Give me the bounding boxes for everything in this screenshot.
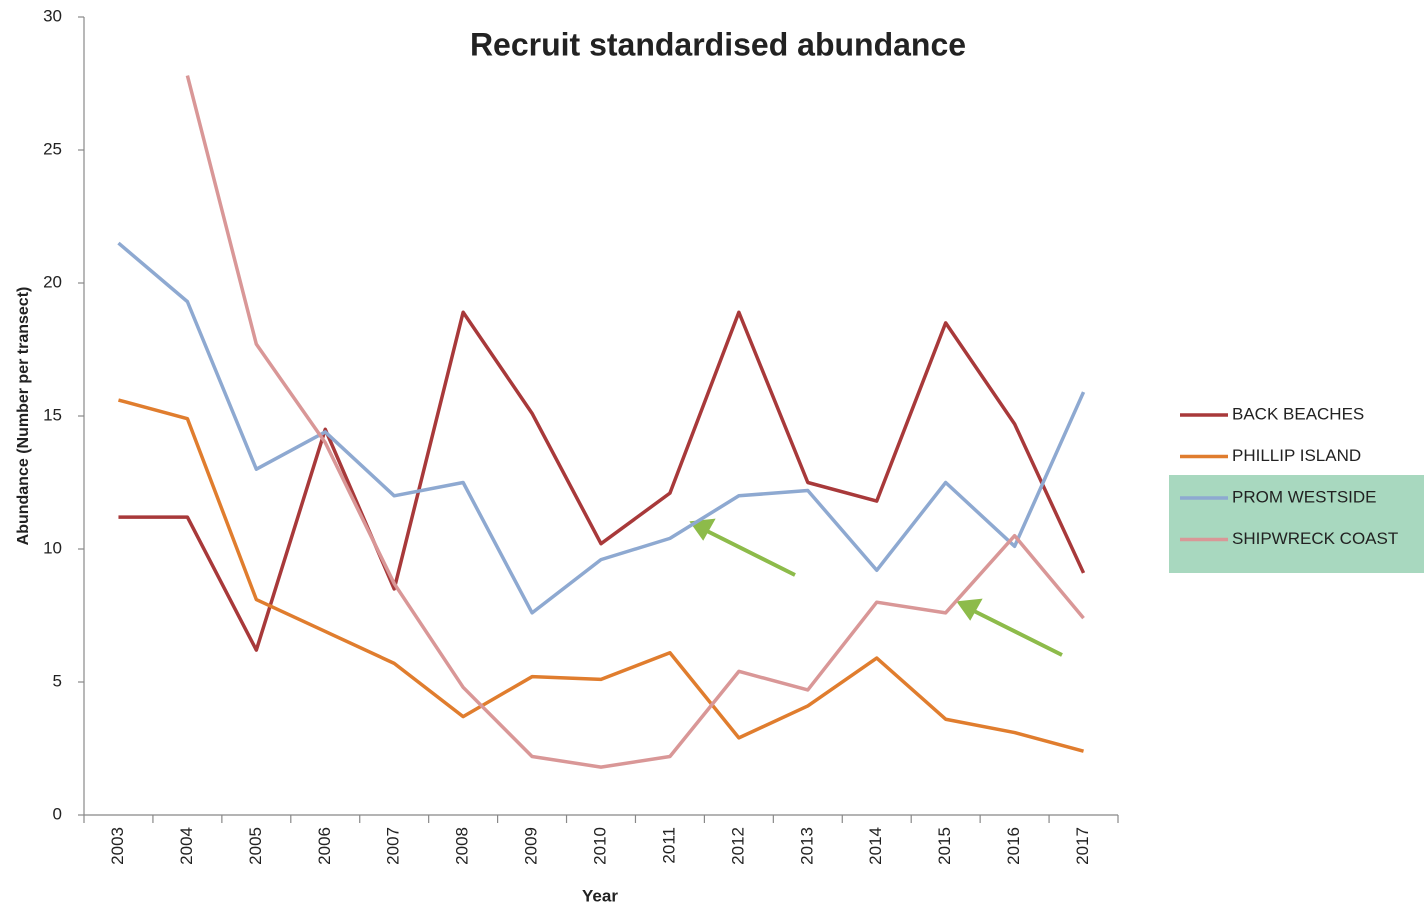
series-line xyxy=(118,398,1084,753)
x-tick-label: 2006 xyxy=(315,827,334,865)
legend-highlight xyxy=(1169,475,1424,573)
y-axis-label: Abundance (Number per transect) xyxy=(15,287,32,546)
arrows xyxy=(689,518,1063,657)
x-tick-label: 2004 xyxy=(177,827,196,865)
y-tick-label: 0 xyxy=(53,804,62,823)
x-tick-label: 2014 xyxy=(866,827,885,865)
series-line xyxy=(117,241,1086,615)
legend-label: PHILLIP ISLAND xyxy=(1232,446,1361,465)
x-tick-label: 2013 xyxy=(797,827,816,865)
y-tick-label: 10 xyxy=(43,538,62,557)
series-line xyxy=(185,75,1085,769)
x-tick-label: 2017 xyxy=(1073,827,1092,865)
y-tick-label: 15 xyxy=(43,405,62,424)
x-tick-label: 2003 xyxy=(108,827,127,865)
x-tick-label: 2008 xyxy=(453,827,472,865)
legend-label: BACK BEACHES xyxy=(1232,404,1364,423)
legend-label: SHIPWRECK COAST xyxy=(1232,529,1398,548)
x-tick-label: 2010 xyxy=(590,827,609,865)
x-tick-label: 2016 xyxy=(1004,827,1023,865)
x-tick-label: 2007 xyxy=(384,827,403,865)
x-tick-label: 2005 xyxy=(246,827,265,865)
x-tick-label: 2009 xyxy=(522,827,541,865)
x-tick-label: 2012 xyxy=(728,827,747,865)
y-tick-label: 5 xyxy=(53,671,62,690)
y-tick-label: 25 xyxy=(43,139,62,158)
y-tick-label: 20 xyxy=(43,272,62,291)
x-tick-label: 2015 xyxy=(935,827,954,865)
legend-label: PROM WESTSIDE xyxy=(1232,487,1377,506)
x-axis-label: Year xyxy=(582,886,618,905)
series-line xyxy=(118,310,1086,652)
x-tick-label: 2011 xyxy=(659,827,678,864)
y-tick-label: 30 xyxy=(43,6,62,25)
chart-title: Recruit standardised abundance xyxy=(470,26,966,62)
